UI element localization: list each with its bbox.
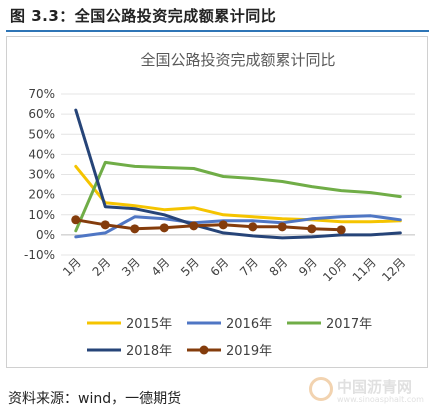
legend-label: 2016年	[226, 317, 272, 332]
series-point-2019年	[159, 223, 169, 233]
legend-label: 2018年	[126, 344, 172, 359]
watermark-logo-icon	[309, 377, 333, 401]
x-tick-label: 7月	[237, 255, 261, 279]
watermark-url: www.sinoasphalt.com	[337, 395, 424, 404]
series-point-2019年	[130, 224, 140, 234]
y-tick-label: 60%	[28, 107, 55, 121]
x-tick-label: 12月	[379, 255, 408, 284]
x-tick-label: 4月	[149, 255, 173, 279]
y-tick-label: 40%	[28, 147, 55, 161]
y-tick-label: 50%	[28, 127, 55, 141]
x-tick-label: 11月	[350, 255, 379, 284]
y-tick-label: -10%	[24, 248, 55, 262]
series-line-2016年	[74, 214, 402, 239]
series-point-2019年	[336, 225, 346, 235]
legend-marker-2019年	[199, 345, 209, 355]
watermark: 中国沥青网 www.sinoasphalt.com	[307, 374, 425, 408]
series-point-2019年	[248, 222, 258, 232]
legend-label: 2017年	[326, 317, 372, 332]
y-tick-label: 20%	[28, 188, 55, 202]
series-point-2019年	[218, 220, 228, 230]
x-tick-label: 1月	[60, 255, 84, 279]
caption-divider	[6, 30, 429, 32]
x-tick-label: 2月	[90, 255, 114, 279]
x-tick-label: 6月	[208, 255, 232, 279]
series-line-2019年	[74, 218, 343, 232]
x-tick-label: 8月	[267, 255, 291, 279]
y-tick-label: 70%	[28, 87, 55, 101]
series-point-2019年	[277, 222, 287, 232]
series-line-2015年	[74, 164, 402, 224]
legend-label: 2019年	[226, 344, 272, 359]
x-tick-label: 5月	[178, 255, 202, 279]
source-note: 资料来源：wind，一德期货	[8, 391, 182, 407]
x-tick-label: 3月	[119, 255, 143, 279]
watermark-text: 中国沥青网	[337, 378, 413, 396]
y-tick-label: 10%	[28, 208, 55, 222]
series-line-2018年	[74, 108, 402, 240]
series-point-2019年	[189, 221, 199, 231]
line-chart: 全国公路投资完成额累计同比 70% 60% 50% 40% 30% 20% 10% 0% -10%…	[24, 51, 415, 359]
chart-panel: 全国公路投资完成额累计同比 70% 60% 50% 40% 30% 20% 10% 0% -10%…	[6, 36, 428, 368]
series-point-2019年	[100, 220, 110, 230]
chart-title: 全国公路投资完成额累计同比	[140, 51, 335, 69]
series-line-2017年	[74, 160, 402, 233]
y-tick-label: 30%	[28, 168, 55, 182]
legend-label: 2015年	[126, 317, 172, 332]
series-point-2019年	[307, 224, 317, 234]
x-tick-label: 9月	[296, 255, 320, 279]
x-tick-label: 10月	[320, 255, 349, 284]
figure-caption: 图 3.3：全国公路投资完成额累计同比	[10, 7, 277, 25]
series-point-2019年	[71, 215, 81, 225]
y-tick-label: 0%	[36, 228, 55, 242]
